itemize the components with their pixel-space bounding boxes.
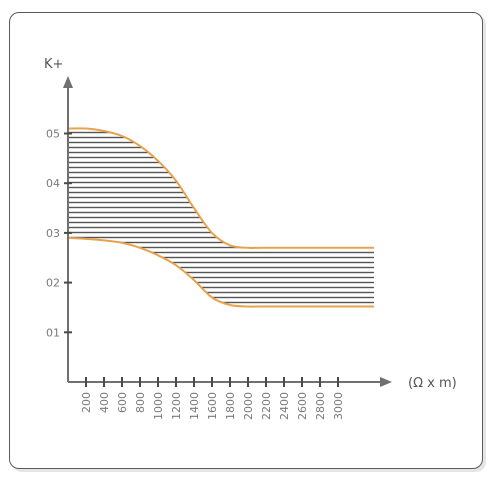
x-tick-label: 400: [98, 392, 111, 413]
x-tick-label: 2600: [296, 392, 309, 420]
x-tick-label: 2800: [314, 392, 327, 420]
x-tick-label: 3000: [332, 392, 345, 420]
x-tick-label: 800: [134, 392, 147, 413]
lower-curve: [67, 236, 374, 308]
band-layer: [67, 127, 374, 308]
x-tick-label: 1800: [224, 392, 237, 420]
x-tick-label: 2000: [242, 392, 255, 420]
x-tick-label: 1200: [170, 392, 183, 420]
x-axis-title: (Ω x m): [408, 376, 457, 391]
chart-frame: [9, 12, 483, 469]
y-tick-label: 04: [46, 177, 60, 190]
y-tick-label: 03: [46, 227, 60, 240]
y-tick-label: 02: [46, 277, 60, 290]
y-tick-label: 01: [46, 326, 60, 339]
band-fill: [68, 128, 374, 307]
x-tick-label: 1600: [206, 392, 219, 420]
x-tick-label: 200: [80, 392, 93, 413]
x-tick-label: 2400: [278, 392, 291, 420]
x-axis-arrow: [380, 377, 392, 387]
x-tick-label: 1400: [188, 392, 201, 420]
x-tick-label: 1000: [152, 392, 165, 420]
x-tick-label: 2200: [260, 392, 273, 420]
y-axis-title: K+: [44, 57, 63, 72]
upper-curve: [67, 127, 374, 249]
ticks-layer: 01 02 03 04 05 200 400 600 800 1000 1200 1400 1600 18…: [46, 128, 345, 421]
y-axis-arrow: [63, 76, 73, 88]
y-tick-label: 05: [46, 128, 60, 141]
x-tick-label: 600: [116, 392, 129, 413]
